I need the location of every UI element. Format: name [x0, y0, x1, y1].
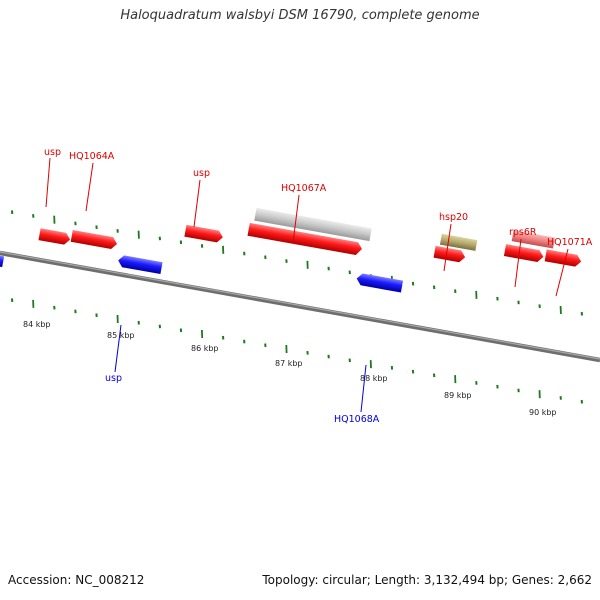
gene-forward-HQ1064A[interactable] [70, 229, 118, 250]
axis-label-84: 84 kbp [23, 320, 51, 329]
outer-tick-track [11, 210, 583, 316]
gene-partial-left-reverse[interactable] [0, 254, 5, 268]
leader-HQ1064A [85, 162, 94, 212]
leader-hsp20 [443, 223, 452, 272]
label-usp-2[interactable]: usp [193, 168, 210, 179]
axis-label-89: 89 kbp [444, 391, 472, 400]
leader-rps6R [514, 238, 522, 288]
genome-backbone [0, 250, 600, 363]
axis-label-86: 86 kbp [191, 344, 219, 353]
genome-backbone-highlight [0, 251, 600, 360]
gene-reverse-usp-left[interactable] [117, 255, 163, 275]
gene-forward-HQ1071A[interactable] [544, 249, 583, 267]
gene-forward-hsp20-strand[interactable] [433, 245, 467, 263]
axis-label-85: 85 kbp [107, 331, 135, 340]
axis-label-87: 87 kbp [275, 359, 303, 368]
leader-usp-2 [193, 179, 201, 228]
gene-forward-1[interactable] [38, 228, 72, 245]
genome-summary-text: Topology: circular; Length: 3,132,494 bp… [262, 573, 592, 587]
label-hsp20[interactable]: hsp20 [439, 212, 468, 223]
gene-pseudo-HQ1067A[interactable] [254, 207, 372, 242]
label-HQ1067A[interactable]: HQ1067A [281, 183, 327, 194]
leader-HQ1068A [360, 364, 367, 413]
label-rps6R[interactable]: rps6R [509, 227, 537, 238]
axis-label-88: 88 kbp [360, 374, 388, 383]
gene-forward-rps6R-strand[interactable] [503, 244, 545, 263]
axis-label-90: 90 kbp [529, 408, 557, 417]
leader-usp-1 [45, 157, 51, 208]
label-usp-1[interactable]: usp [44, 147, 61, 158]
gene-rps6R[interactable] [511, 230, 555, 249]
label-HQ1071A[interactable]: HQ1071A [547, 237, 593, 248]
gene-forward-usp[interactable] [184, 224, 224, 243]
gene-reverse-HQ1068A[interactable] [356, 273, 404, 293]
gene-forward-HQ1067A[interactable] [247, 222, 363, 256]
label-HQ1064A[interactable]: HQ1064A [69, 151, 115, 162]
accession-text: Accession: NC_008212 [8, 573, 145, 587]
genome-title: Haloquadratum walsbyi DSM 16790, complet… [120, 8, 480, 23]
leader-HQ1067A [292, 194, 300, 244]
leader-usp-bottom [114, 324, 122, 373]
leader-HQ1071A [555, 248, 569, 297]
inner-tick-track [11, 298, 583, 404]
label-usp-bottom[interactable]: usp [105, 373, 122, 384]
label-HQ1068A[interactable]: HQ1068A [334, 414, 380, 425]
